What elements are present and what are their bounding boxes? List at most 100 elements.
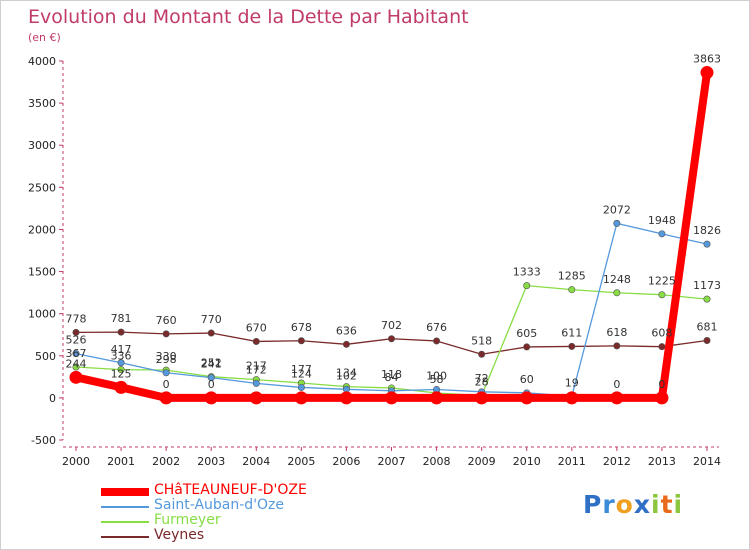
x-tick-label: 2012 (603, 455, 631, 468)
data-point (610, 391, 624, 405)
data-label: 330 (156, 350, 177, 363)
data-point (613, 342, 621, 350)
x-tick-label: 2011 (558, 455, 586, 468)
data-point (162, 330, 170, 338)
data-point (523, 343, 531, 351)
data-label: 1225 (648, 275, 676, 288)
y-tick-label: 500 (35, 350, 56, 363)
data-label: 298 (156, 353, 177, 366)
data-label: 60 (520, 373, 534, 386)
series-veynes (72, 328, 711, 358)
y-tick-label: 4000 (28, 55, 56, 68)
data-point (297, 337, 305, 345)
data-point (114, 380, 128, 394)
data-label: 217 (246, 360, 267, 373)
data-point (297, 383, 305, 391)
series-ch-teauneuf-d-oze (69, 66, 714, 405)
data-label: 781 (111, 312, 132, 325)
logo-letter: x (633, 490, 651, 519)
x-tick-label: 2009 (468, 455, 496, 468)
data-label: 125 (111, 367, 132, 380)
data-label: 72 (475, 372, 489, 385)
data-labels: 244 125 0 0 0 0 3863 526 417 298 241 172 124 102 84 100… (66, 53, 722, 391)
y-tick-label: 1500 (28, 266, 56, 279)
data-point (700, 66, 714, 80)
chart-title: Evolution du Montant de la Dette par Hab… (28, 6, 469, 28)
data-label: 1173 (693, 279, 721, 292)
data-label: 417 (111, 343, 132, 356)
data-point (658, 291, 666, 299)
y-tick-label: 1000 (28, 308, 56, 321)
data-point (703, 295, 711, 303)
series-saint-auban-d-oze (72, 219, 711, 400)
legend-swatch (101, 488, 149, 496)
data-label: 681 (697, 321, 718, 334)
x-tick-label: 2008 (423, 455, 451, 468)
data-label: 134 (336, 367, 357, 380)
data-label: 172 (246, 363, 267, 376)
data-point (658, 230, 666, 238)
data-label: 244 (66, 357, 87, 370)
data-point (252, 337, 260, 345)
logo-letter: i (651, 490, 661, 519)
data-point (565, 391, 579, 405)
logo-letter: i (673, 490, 684, 519)
data-point (385, 391, 398, 405)
data-label: 636 (336, 324, 357, 337)
logo-letter: t (660, 490, 674, 519)
data-point (520, 391, 534, 405)
data-label: 0 (613, 378, 620, 391)
data-label: 241 (201, 358, 222, 371)
logo-letter: P (583, 490, 603, 519)
data-point (117, 366, 125, 374)
legend-swatch (101, 521, 149, 523)
data-point (475, 391, 489, 405)
legend-label: CHâTEAUNEUF-D'OZE (154, 482, 307, 498)
y-tick-label: 3000 (28, 139, 56, 152)
series-line (72, 68, 711, 402)
legend-label: Veynes (154, 527, 205, 543)
y-tick-label: -500 (31, 434, 56, 447)
data-point (72, 350, 80, 358)
y-tick-label: 2500 (28, 181, 56, 194)
x-tick-label: 2005 (287, 455, 315, 468)
data-point (478, 350, 486, 358)
data-point (117, 359, 125, 367)
data-point (252, 379, 260, 387)
axes: -500050010001500200025003000350040002000… (28, 55, 721, 468)
data-point (433, 337, 441, 345)
data-label: 0 (163, 378, 170, 391)
y-tick-label: 0 (49, 392, 56, 405)
data-label: 367 (66, 347, 87, 360)
data-point (162, 369, 170, 377)
x-tick-label: 2007 (378, 455, 406, 468)
data-point (613, 289, 621, 297)
data-point (658, 343, 666, 351)
data-point (703, 240, 711, 248)
data-point (294, 391, 308, 405)
data-label: 702 (381, 319, 402, 332)
x-tick-label: 2004 (242, 455, 270, 468)
data-point (72, 363, 80, 371)
data-point (703, 337, 711, 345)
data-label: 1333 (513, 266, 541, 279)
data-label: 0 (208, 378, 215, 391)
x-tick-label: 2002 (152, 455, 180, 468)
data-point (523, 282, 531, 290)
data-label: 100 (426, 369, 447, 382)
data-label: 1248 (603, 273, 631, 286)
data-label: 2072 (603, 203, 631, 216)
data-point (117, 328, 125, 336)
data-point (568, 286, 576, 294)
data-label: 102 (336, 369, 357, 382)
data-point (342, 340, 350, 348)
x-tick-label: 2003 (197, 455, 225, 468)
series-layer (69, 66, 714, 405)
data-label: 19 (565, 376, 579, 389)
data-point (655, 391, 669, 405)
data-label: 252 (201, 357, 222, 370)
data-point (249, 391, 263, 405)
data-label: 670 (246, 321, 267, 334)
data-point (72, 328, 80, 336)
x-tick-label: 2000 (62, 455, 90, 468)
